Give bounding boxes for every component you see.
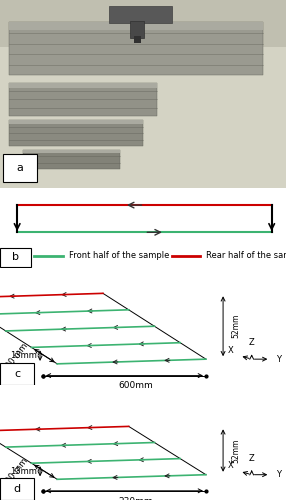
- Bar: [23, 150, 120, 153]
- Bar: [9, 120, 143, 146]
- Bar: [23, 150, 120, 169]
- Bar: [9, 82, 157, 116]
- Text: X: X: [228, 346, 234, 354]
- Text: a: a: [17, 163, 23, 173]
- Bar: [9, 82, 157, 87]
- Text: 52mm: 52mm: [232, 314, 241, 338]
- FancyBboxPatch shape: [0, 248, 31, 266]
- Text: Front half of the sample: Front half of the sample: [69, 251, 169, 260]
- Text: c: c: [14, 369, 20, 379]
- Text: 230mm: 230mm: [118, 496, 153, 500]
- Text: Rear half of the sample: Rear half of the sample: [206, 251, 286, 260]
- Text: Z: Z: [249, 338, 255, 347]
- Text: 20 mm: 20 mm: [5, 342, 30, 370]
- Text: 52mm: 52mm: [232, 438, 241, 462]
- Bar: [9, 22, 263, 30]
- Text: 20 mm: 20 mm: [5, 457, 30, 486]
- Bar: [9, 22, 263, 75]
- Bar: [130, 20, 144, 38]
- FancyBboxPatch shape: [3, 154, 37, 182]
- Text: d: d: [14, 484, 21, 494]
- Text: 600mm: 600mm: [118, 382, 153, 390]
- Text: b: b: [12, 252, 19, 262]
- Bar: [109, 6, 172, 22]
- Bar: [0, 47, 286, 188]
- Text: 13mm: 13mm: [10, 467, 37, 476]
- Text: X: X: [228, 461, 234, 470]
- Bar: [134, 36, 141, 43]
- Text: Z: Z: [249, 454, 255, 462]
- Bar: [9, 120, 143, 124]
- Text: 13mm: 13mm: [10, 351, 37, 360]
- Text: Y: Y: [276, 354, 281, 364]
- Text: Y: Y: [276, 470, 281, 479]
- FancyBboxPatch shape: [0, 362, 34, 385]
- FancyBboxPatch shape: [0, 478, 34, 500]
